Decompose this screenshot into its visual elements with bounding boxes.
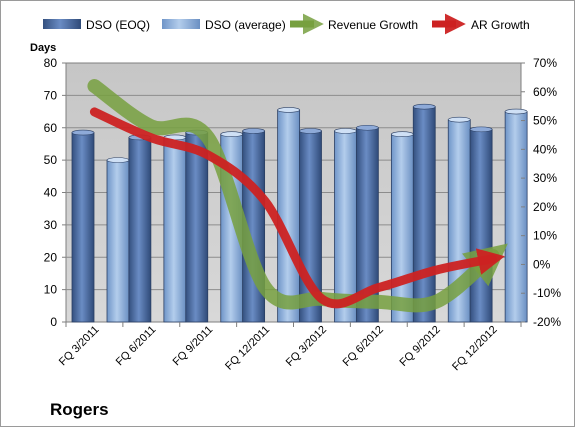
bar-top: [356, 124, 379, 131]
chart-title: Rogers: [50, 400, 109, 419]
bar-dso-average: [277, 107, 301, 323]
bar-dso-average: [163, 134, 187, 323]
line-ar-growth: [89, 107, 505, 309]
x-tick-label: FQ 9/2011: [171, 324, 216, 369]
y-tick-label: 70: [44, 88, 58, 102]
bar-dso-eoq: [469, 126, 493, 323]
bar-body: [106, 159, 130, 323]
bar-dso-eoq: [71, 129, 95, 323]
bar-body: [71, 132, 95, 323]
bar-top: [412, 103, 436, 110]
bar-body: [163, 137, 187, 323]
bar-body: [277, 109, 301, 323]
bar-body: [185, 132, 209, 323]
y2-tick-label: 50%: [533, 114, 557, 128]
bar-top: [469, 126, 493, 133]
legend-swatch-dso-eoq: [43, 19, 81, 29]
bar-top: [277, 107, 300, 113]
y-axis-label: Days: [30, 42, 56, 54]
bar-top: [242, 128, 265, 134]
legend-item-revenue-growth: Revenue Growth: [290, 13, 418, 35]
bar-top: [391, 131, 414, 138]
legend-swatch-dso-average: [162, 19, 200, 29]
bar-dso-average: [106, 157, 130, 323]
bar-body: [504, 111, 528, 323]
legend-label-ar-growth: AR Growth: [471, 18, 530, 32]
legend-label-dso-eoq: DSO (EOQ): [86, 18, 150, 32]
legend-item-ar-growth: AR Growth: [432, 13, 530, 35]
bar-top: [71, 129, 95, 136]
y-tick-label: 50: [44, 153, 58, 167]
y-tick-label: 60: [44, 121, 58, 135]
x-tick-label: FQ 12/2012: [450, 324, 500, 374]
y2-axis-ticks: -20% -10% 0% 10% 20% 30% 40% 50% 60% 70%: [521, 56, 561, 329]
x-tick-label: FQ 9/2012: [398, 324, 443, 369]
bar-body: [128, 137, 152, 323]
legend-label-dso-average: DSO (average): [205, 18, 286, 32]
bar-body: [390, 133, 414, 323]
y-tick-label: 0: [50, 315, 57, 329]
bar-top: [299, 128, 322, 134]
y2-tick-label: 70%: [533, 56, 557, 70]
legend: DSO (EOQ) DSO (average) Revenue Growth A…: [43, 13, 530, 35]
bar-dso-average: [390, 131, 414, 323]
bar-dso-average: [504, 108, 528, 323]
y-tick-label: 40: [44, 186, 58, 200]
y-axis-ticks: 0 10 20 30 40 50 60 70 80: [44, 56, 66, 329]
x-tick-label: FQ 6/2011: [114, 324, 159, 369]
bar-dso-eoq: [355, 124, 379, 323]
legend-item-dso-eoq: DSO (EOQ): [43, 18, 150, 32]
bar-body: [412, 106, 436, 323]
y2-tick-label: 10%: [533, 229, 557, 243]
bar-dso-eoq: [128, 134, 152, 323]
y2-tick-label: 30%: [533, 171, 557, 185]
x-tick-label: FQ 12/2011: [223, 324, 272, 373]
bar-top: [220, 131, 244, 138]
x-tick-label: FQ 3/2011: [57, 324, 102, 369]
legend-label-revenue-growth: Revenue Growth: [328, 18, 418, 32]
line-revenue-growth: [87, 79, 508, 313]
bar-dso-eoq: [185, 129, 209, 323]
bar-top: [447, 116, 471, 123]
y-tick-label: 20: [44, 250, 58, 264]
y2-tick-label: 20%: [533, 200, 557, 214]
y2-tick-label: 0%: [533, 257, 551, 271]
bar-body: [334, 130, 357, 323]
bar-top: [504, 108, 528, 115]
y-tick-label: 10: [44, 283, 58, 297]
y2-tick-label: 60%: [533, 85, 557, 99]
bar-dso-average: [334, 128, 357, 323]
y2-tick-label: 40%: [533, 142, 557, 156]
bar-body: [469, 128, 493, 323]
x-tick-label: FQ 6/2012: [341, 324, 386, 369]
bar-dso-eoq: [412, 103, 436, 323]
legend-item-dso-average: DSO (average): [162, 18, 286, 32]
growth-lines: [87, 79, 508, 313]
bar-top: [106, 157, 130, 163]
x-axis-ticks: FQ 3/2011 FQ 6/2011 FQ 9/2011 FQ 12/2011 FQ …: [57, 322, 522, 374]
y-tick-label: 30: [44, 218, 58, 232]
y2-tick-label: -20%: [533, 315, 561, 329]
y-tick-label: 80: [44, 56, 58, 70]
x-tick-label: FQ 3/2012: [284, 324, 329, 369]
y2-tick-label: -10%: [533, 286, 561, 300]
bar-top: [334, 128, 357, 134]
